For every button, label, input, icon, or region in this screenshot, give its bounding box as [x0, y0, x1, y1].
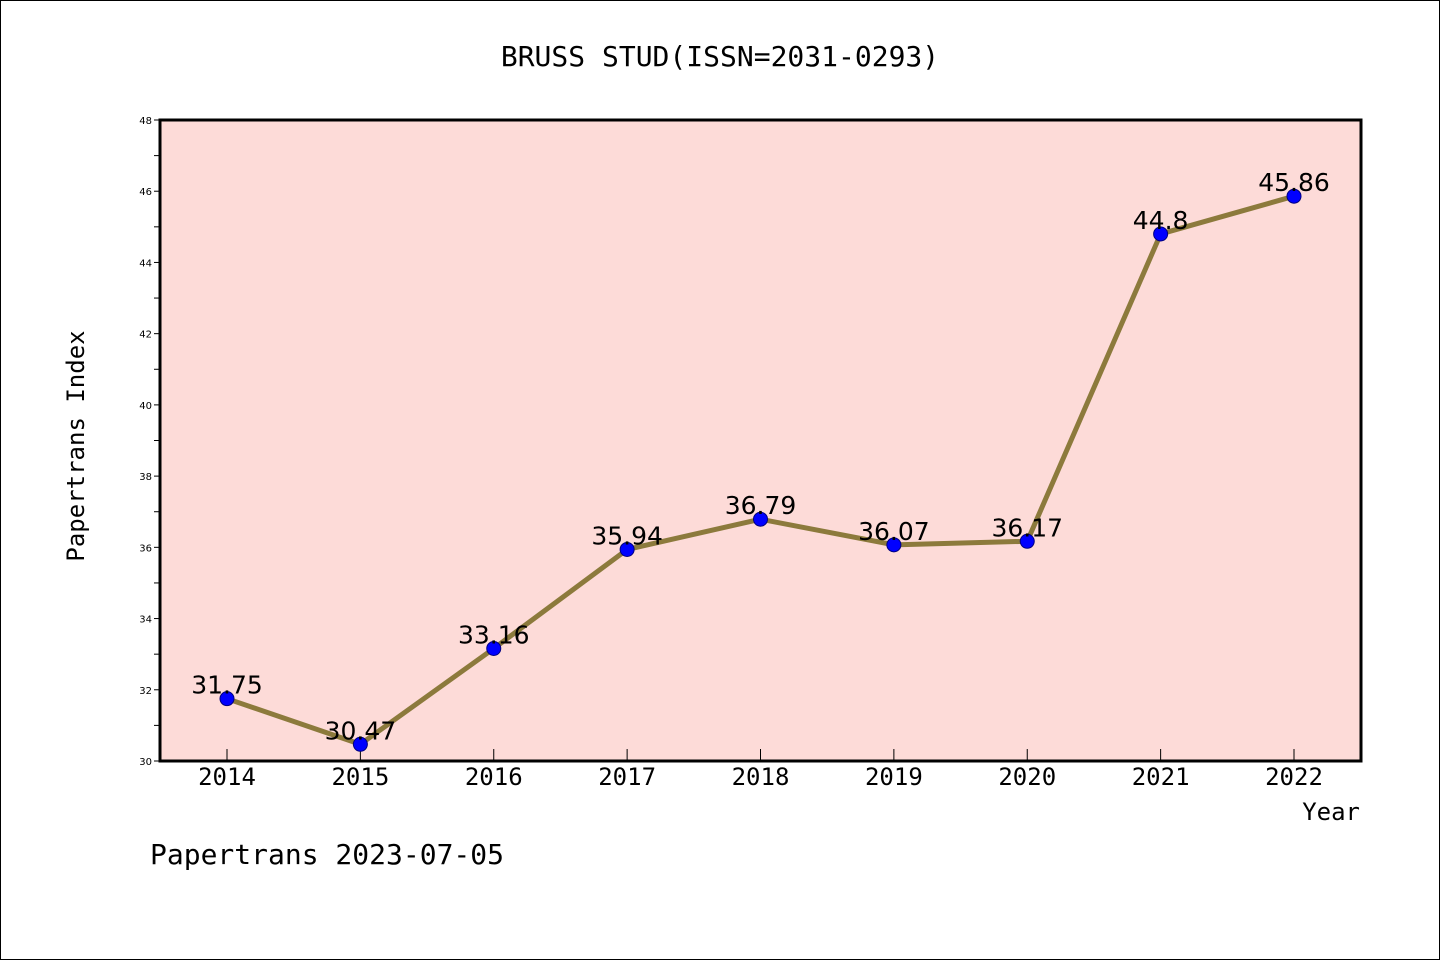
x-tick-label: 2022: [1265, 763, 1323, 791]
data-point: [486, 640, 502, 656]
y-tick-label: 46: [139, 187, 152, 198]
data-point: [1286, 188, 1302, 204]
axes: 30 32 34 36 38 40 42 44 46 48 2014 2015 2016 2017 2018…: [139, 116, 1323, 791]
x-tick-label: 2014: [198, 763, 256, 791]
y-tick-label: 42: [139, 330, 152, 341]
x-tick-label: 2019: [865, 763, 923, 791]
data-label: 30.47: [325, 716, 397, 745]
data-point: [619, 541, 635, 557]
x-tick-label: 2018: [732, 763, 790, 791]
y-tick-label: 48: [139, 116, 152, 127]
data-label: 36.17: [991, 513, 1063, 542]
footer-watermark: Papertrans 2023-07-05: [150, 838, 504, 871]
series: 31.75 30.47 33.16 35.94 36.79 36.07 36.17 44.8 4…: [191, 168, 1330, 752]
x-tick-label: 2016: [465, 763, 523, 791]
x-tick-label: 2020: [998, 763, 1056, 791]
data-label: 35.94: [591, 521, 663, 550]
data-label: 36.07: [858, 517, 930, 546]
y-tick-label: 34: [139, 615, 152, 626]
data-point: [219, 691, 235, 707]
data-label: 44.8: [1133, 206, 1189, 235]
chart-title: BRUSS STUD(ISSN=2031-0293): [501, 40, 939, 73]
data-point: [753, 511, 768, 527]
data-label: 45.86: [1258, 168, 1330, 197]
data-point: [352, 736, 368, 752]
x-tick-label: 2021: [1132, 763, 1190, 791]
y-tick-label: 30: [139, 757, 152, 768]
x-axis-label: Year: [1302, 798, 1360, 826]
y-tick-label: 32: [139, 686, 152, 697]
data-point: [1019, 533, 1035, 549]
data-point: [1153, 226, 1169, 242]
y-tick-label: 44: [139, 258, 152, 269]
y-tick-label: 40: [139, 401, 152, 412]
data-label: 36.79: [725, 491, 797, 520]
y-tick-label: 36: [139, 543, 152, 554]
data-label: 31.75: [191, 671, 263, 700]
y-axis-label: Papertrans Index: [62, 330, 90, 561]
x-tick-label: 2017: [598, 763, 656, 791]
y-tick-label: 38: [139, 472, 152, 483]
x-tick-label: 2015: [331, 763, 389, 791]
data-point: [886, 537, 902, 553]
data-label: 33.16: [458, 620, 530, 649]
